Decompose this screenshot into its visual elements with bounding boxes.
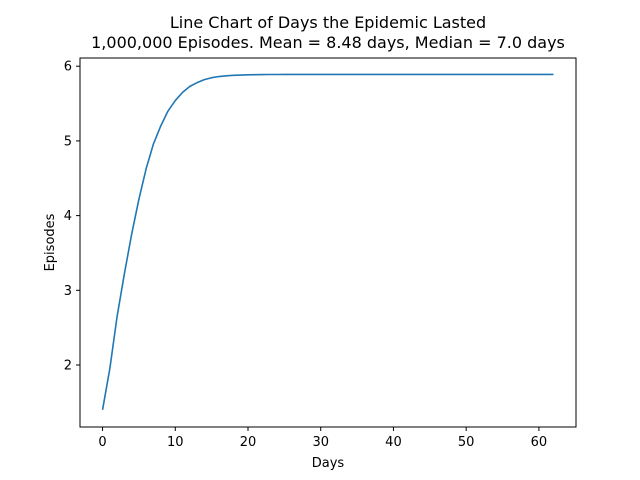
x-tick-label: 10 xyxy=(167,435,184,450)
y-tick-label: 4 xyxy=(64,209,72,224)
x-tick-label: 40 xyxy=(385,435,402,450)
x-axis-label: Days xyxy=(312,456,345,471)
chart-title: Line Chart of Days the Epidemic Lasted xyxy=(170,13,486,32)
y-tick-label: 3 xyxy=(64,284,72,299)
series-line-0 xyxy=(101,73,554,410)
y-axis: 2 3 4 5 6 xyxy=(64,60,80,374)
y-tick-label: 5 xyxy=(64,134,72,149)
chart-subtitle: 1,000,000 Episodes. Mean = 8.48 days, Me… xyxy=(91,33,565,52)
y-axis-label: Episodes xyxy=(43,213,58,271)
series-layer xyxy=(101,73,554,410)
y-tick-label: 2 xyxy=(64,359,72,374)
x-tick-label: 0 xyxy=(98,435,106,450)
y-tick-label: 6 xyxy=(64,60,72,75)
x-tick-label: 50 xyxy=(458,435,475,450)
plot-frame xyxy=(79,57,577,428)
x-tick-label: 30 xyxy=(312,435,329,450)
plot-area xyxy=(79,57,577,428)
x-tick-label: 20 xyxy=(240,435,257,450)
x-axis: 0 10 20 30 40 50 60 xyxy=(98,427,547,450)
x-tick-label: 60 xyxy=(531,435,548,450)
